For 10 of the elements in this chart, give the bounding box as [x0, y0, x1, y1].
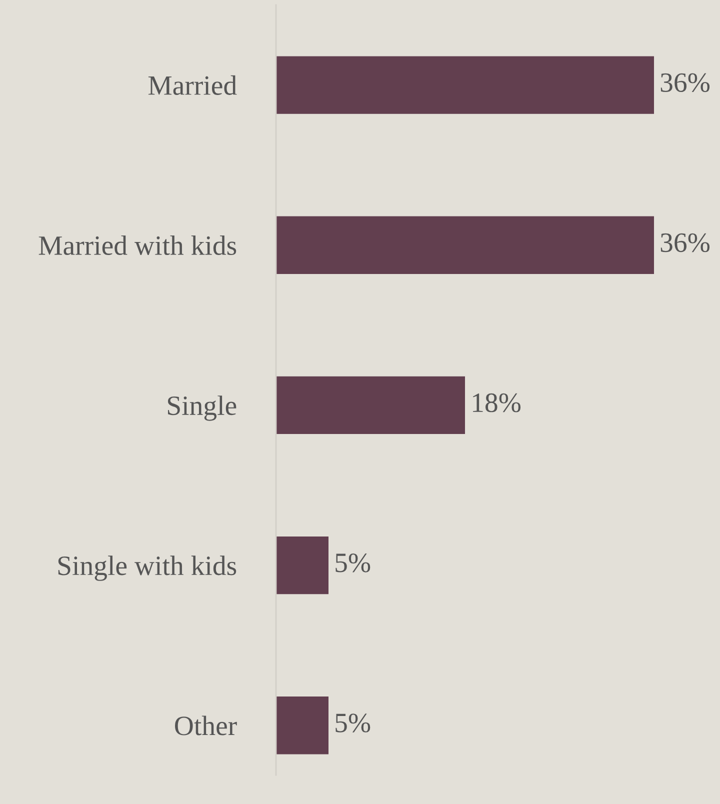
data-label: 5%: [336, 714, 370, 732]
data-label: 36%: [660, 73, 710, 92]
y-tick-label: Single with kids: [58, 556, 236, 581]
y-tick-label: Single: [168, 396, 236, 421]
y-tick-label: Married with kids: [38, 235, 236, 256]
y-tick-label: Married: [148, 75, 237, 95]
data-label: 36%: [660, 233, 710, 252]
data-label: 18%: [473, 393, 521, 412]
y-tick-label: Other: [175, 716, 237, 736]
data-label: 5%: [336, 554, 370, 572]
